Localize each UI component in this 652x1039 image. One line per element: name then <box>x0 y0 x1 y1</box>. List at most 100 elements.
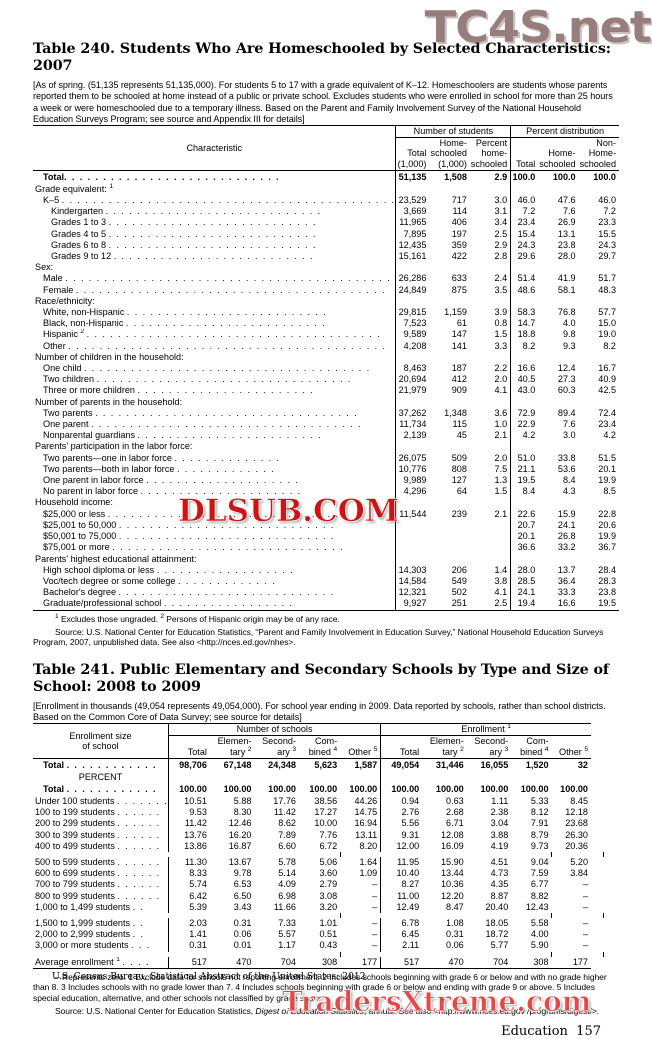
section-heading-row: Parents' participation in the labor forc… <box>33 441 619 453</box>
cell-enroll-combined: 1,520 <box>511 757 552 772</box>
cell-enroll-total: 12.00 <box>380 840 423 852</box>
cell-enroll-elementary: 8.47 <box>446 901 464 912</box>
cell-pct-home: 3.9 <box>494 307 508 318</box>
row-label: 100 to 199 students . . . . . . <box>35 807 161 818</box>
table-row: Total . . . . . . . . . . . . 100.00 100.0… <box>33 782 619 796</box>
cell-home-1000: 147 <box>451 329 467 340</box>
cell-total-1000: 23,529 <box>395 195 430 207</box>
table-240-body: Grade equivalent: 1 K–5 . . . . . . . . .… <box>33 183 619 611</box>
cell-pct-homeschooled: 26.9 <box>557 217 576 228</box>
row-label: 1,500 to 1,999 students . . <box>35 917 145 928</box>
cell-enroll-combined: 5.90 <box>530 940 549 951</box>
cell-schools-elementary: 3.43 <box>233 901 252 912</box>
cell-pct-nonhome: 15.0 <box>598 318 616 329</box>
header-percent-homeschooled: Percent home-schooled <box>470 138 508 169</box>
cell-schools-total: 11.30 <box>167 856 210 869</box>
table-241-header-sub-row: Total Elemen-tary 2 Second-ary 3 Com-bined … <box>33 735 619 759</box>
table-row: 400 to 499 students . . . . . . 13.86 16.8… <box>33 840 619 852</box>
cell-pct-total: 18.8 <box>510 329 539 341</box>
cell-schools-secondary: 4.09 <box>278 879 296 890</box>
empty-cell <box>299 772 340 783</box>
cell-pct-nonhome: 57.7 <box>598 307 616 318</box>
cell-pct-home: 3.0 <box>494 195 508 205</box>
cell-enroll-other: – <box>582 917 588 928</box>
empty-cell <box>395 295 430 308</box>
cell-schools-secondary: 100.00 <box>268 783 296 794</box>
cell-enroll-elementary: 100.00 <box>435 783 464 794</box>
cell-enroll-secondary: 16,055 <box>466 757 512 772</box>
cell-home-1000: 359 <box>451 239 467 250</box>
cell-pct-total: 58.3 <box>510 307 539 319</box>
table-241-footnotes: – Represents zero. 1 Exclude data for sc… <box>33 971 607 1003</box>
header-schools-combined: Com-bined 4 <box>308 736 338 757</box>
cell-pct-homeschooled: 9.3 <box>562 340 576 351</box>
cell-enroll-elementary: 0.06 <box>446 940 464 951</box>
cell-home-1000: 549 <box>451 575 467 586</box>
table-row: Under 100 students . . . . . . . 10.51 5.8… <box>33 795 619 808</box>
cell-enroll-other: 3.84 <box>570 868 588 879</box>
cell-pct-total: 36.6 <box>510 542 539 554</box>
empty-cell <box>579 497 619 508</box>
cell-enroll-combined: 9.04 <box>530 856 549 867</box>
empty-cell <box>538 397 578 408</box>
table-241-source: Source: U.S. National Center for Educati… <box>55 1006 600 1016</box>
empty-cell <box>616 952 619 957</box>
row-label: Two parents . . . . . . . . . . . . . . … <box>43 407 359 418</box>
cell-total-1000: 26,286 <box>395 273 430 285</box>
cell-total-1000: 10,776 <box>395 463 430 476</box>
row-label: Hispanic 2 . . . . . . . . . . . . . . .… <box>43 329 382 340</box>
cell-home-1000 <box>429 520 470 531</box>
table-241: Enrollment size of school Number of schoo… <box>33 723 619 969</box>
table-241-title: Table 241. Public Elementary and Seconda… <box>33 661 609 695</box>
cell-schools-combined: 308 <box>298 956 341 969</box>
header-enrollment-size: Enrollment size of school <box>33 723 169 759</box>
cell-home-1000: 239 <box>451 508 467 519</box>
empty-cell <box>429 497 470 508</box>
cell-schools-combined: 3.60 <box>319 868 338 879</box>
cell-pct-total: 21.1 <box>510 463 539 476</box>
cell-enroll-other: 177 <box>551 956 591 969</box>
cell-enroll-combined: 6.77 <box>530 879 549 890</box>
header-schools-total: Total <box>167 735 210 759</box>
cell-total-1000: 51,135 <box>395 169 430 184</box>
cell-schools-total: 1.41 <box>167 929 210 941</box>
table-row: Nonparental guardians . . . . . . . . . … <box>33 430 619 442</box>
table-240: Characteristic Number of students Percen… <box>33 125 619 611</box>
cell-total-1000: 26,075 <box>395 452 430 464</box>
cell-pct-homeschooled: 47.6 <box>557 195 576 205</box>
cell-total-1000 <box>395 519 430 532</box>
cell-pct-nonhome: 51.7 <box>598 273 616 284</box>
row-label: High school diploma or less . . . . . . … <box>43 564 295 575</box>
table-row: Bachelor's degree . . . . . . . . . . . … <box>33 587 619 599</box>
cell-pct-total: 22.6 <box>510 508 539 520</box>
cell-schools-elementary: 0.01 <box>233 940 252 951</box>
cell-pct-total: 51.4 <box>510 273 539 285</box>
cell-pct-total: 100.0 <box>510 169 539 184</box>
table-row: 700 to 799 students . . . . . . 5.74 6.53 4… <box>33 879 619 891</box>
cell-pct-nonhome: 23.3 <box>598 217 616 228</box>
cell-pct-home: 3.8 <box>494 575 508 586</box>
cell-total-1000: 14,303 <box>395 564 430 576</box>
cell-home-1000: 909 <box>451 385 467 396</box>
cell-enroll-combined: 100.00 <box>520 783 549 794</box>
table-row: Hispanic 2 . . . . . . . . . . . . . . .… <box>33 329 619 341</box>
empty-cell <box>395 396 430 408</box>
cell-home-1000: 1,159 <box>444 307 467 318</box>
cell-enroll-secondary: 2.38 <box>490 807 509 818</box>
cell-home-1000: 187 <box>451 363 467 374</box>
cell-pct-total: 20.7 <box>510 519 539 532</box>
cell-schools-secondary: 7.89 <box>278 829 296 840</box>
cell-home-1000: 406 <box>451 217 467 228</box>
table-row: One parent in labor force . . . . . . . … <box>33 475 619 487</box>
percent-heading-row: PERCENT <box>33 771 619 783</box>
empty-cell <box>470 352 511 363</box>
cell-total-1000: 2,139 <box>395 430 430 442</box>
cell-pct-total: 7.2 <box>510 206 539 218</box>
cell-schools-total: 2.03 <box>167 917 210 930</box>
cell-pct-homeschooled: 4.3 <box>562 486 576 497</box>
cell-enroll-total: 49,054 <box>380 757 423 772</box>
cell-pct-homeschooled: 3.0 <box>562 430 576 441</box>
header-pct-nonhomeschooled: Non- Home-schooled <box>579 138 616 169</box>
empty-cell <box>429 441 470 452</box>
empty-cell <box>429 262 470 273</box>
